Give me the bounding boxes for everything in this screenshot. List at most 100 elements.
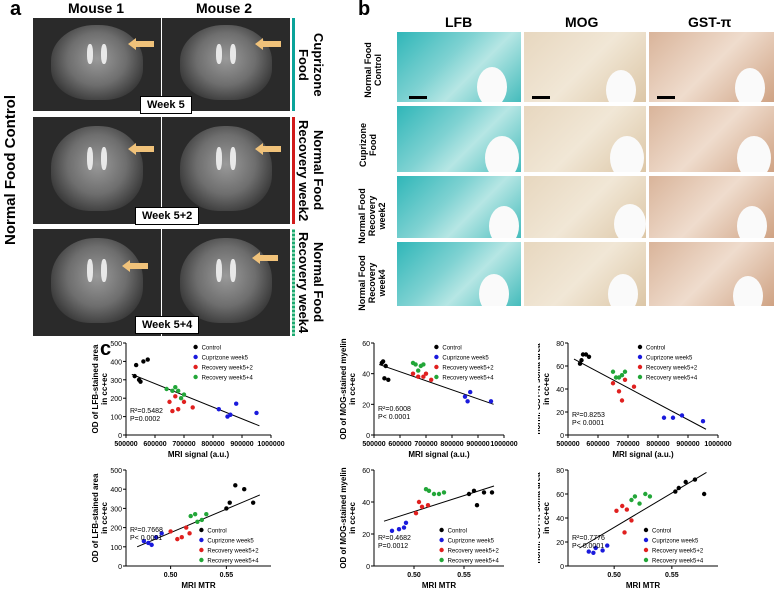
legend-label: Cuprizone week5 <box>652 539 699 545</box>
data-point <box>619 398 625 403</box>
y-tick-label: 0 <box>118 564 122 571</box>
x-tick-label: 0.55 <box>665 572 679 579</box>
data-point <box>164 386 169 392</box>
y-tick-label: 40 <box>556 387 564 394</box>
data-point <box>700 419 706 424</box>
data-point <box>149 542 154 548</box>
x-tick-label: 0.50 <box>607 572 621 579</box>
y-axis-label: norm. GST-π soma areain cc+ec <box>538 472 551 564</box>
data-point <box>423 371 429 376</box>
r-squared-label: R²=0.7776 <box>572 535 605 542</box>
y-tick-label: 300 <box>110 506 122 513</box>
data-point <box>179 535 184 540</box>
gst-header: GST-π <box>688 14 732 30</box>
x-tick-label: 800000 <box>646 441 669 448</box>
data-point <box>488 399 494 404</box>
data-point <box>181 399 187 405</box>
histology-image <box>524 106 646 172</box>
legend-label: Recovery week5+2 <box>652 549 704 555</box>
y-tick-label: 40 <box>362 372 370 379</box>
data-point <box>577 361 583 366</box>
x-tick-label: 500000 <box>556 441 579 448</box>
legend-label: Control <box>646 346 665 352</box>
x-tick-label: 900000 <box>466 441 489 448</box>
data-point <box>620 503 625 509</box>
legend-marker <box>193 354 198 360</box>
data-point <box>382 376 387 381</box>
data-point <box>228 412 233 417</box>
legend-label: Recovery week5+2 <box>207 549 259 555</box>
arrow-icon <box>128 143 154 155</box>
y-axis-label: norm. GST-π soma areain cc+ec <box>538 343 551 435</box>
mog-header: MOG <box>565 14 599 30</box>
x-tick-label: 700000 <box>616 441 639 448</box>
mouse1-header: Mouse 1 <box>68 0 125 16</box>
data-point <box>600 548 605 553</box>
data-point <box>141 538 147 544</box>
legend-marker <box>199 547 204 553</box>
legend-label: Cuprizone week5 <box>646 356 693 362</box>
data-point <box>190 405 195 410</box>
p-value-label: P< 0.0001 <box>378 414 410 421</box>
y-tick-label: 400 <box>110 359 122 366</box>
regression-line <box>379 363 494 405</box>
legend-marker <box>439 547 444 553</box>
data-point <box>624 507 630 512</box>
data-point <box>643 491 648 497</box>
data-point <box>481 490 487 495</box>
x-tick-label: 800000 <box>440 441 463 448</box>
data-point <box>153 535 159 540</box>
data-point <box>141 359 146 364</box>
histology-image <box>524 176 646 238</box>
panel-b-label: b <box>358 0 371 20</box>
legend-label: Recovery week5+4 <box>442 376 494 382</box>
data-point <box>170 408 175 414</box>
legend-marker <box>643 547 649 553</box>
x-tick-label: 600000 <box>388 441 411 448</box>
x-axis-label: MRI signal (a.u.) <box>408 450 470 459</box>
histology-image <box>524 242 646 306</box>
r-squared-label: R²=0.8253 <box>572 412 605 419</box>
histology-image <box>649 176 774 238</box>
legend-marker <box>193 364 198 370</box>
legend-marker <box>434 354 439 360</box>
r-squared-label: R²=0.5482 <box>130 408 163 415</box>
data-point <box>419 504 425 509</box>
y-axis-label: OD of MOG-stained myelinin cc+ec <box>339 338 357 439</box>
x-tick-label: 500000 <box>114 441 137 448</box>
y-tick-label: 0 <box>366 564 370 571</box>
data-point <box>159 531 164 536</box>
week-label: Week 5+2 <box>135 207 200 225</box>
mri-image <box>33 18 161 111</box>
row-label: Normal Food Recovery week4 <box>357 255 387 311</box>
x-tick-label: 900000 <box>230 441 253 448</box>
legend-label: Recovery week5+4 <box>207 559 259 565</box>
y-tick-label: 200 <box>110 396 122 403</box>
data-point <box>692 477 698 482</box>
data-point <box>233 483 238 488</box>
data-point <box>175 536 180 542</box>
condition-bar <box>292 18 295 111</box>
data-point <box>629 497 634 503</box>
data-point <box>195 519 200 525</box>
y-tick-label: 60 <box>362 341 370 348</box>
data-point <box>701 491 707 497</box>
data-point <box>383 363 388 369</box>
data-point <box>133 362 139 368</box>
y-tick-label: 200 <box>110 526 122 533</box>
data-point <box>403 520 409 525</box>
legend-marker <box>199 527 204 533</box>
y-tick-label: 20 <box>362 532 370 539</box>
week-label: Week 5 <box>140 96 192 114</box>
x-tick-label: 0.55 <box>220 572 234 579</box>
regression-line <box>131 373 260 427</box>
data-point <box>429 377 434 382</box>
y-tick-label: 40 <box>362 500 370 507</box>
histology-image <box>397 176 521 238</box>
data-point <box>586 549 591 554</box>
data-point <box>661 415 667 420</box>
data-point <box>216 407 221 412</box>
mri-image <box>162 229 290 336</box>
mri-image <box>33 117 161 224</box>
legend-marker <box>637 344 643 350</box>
